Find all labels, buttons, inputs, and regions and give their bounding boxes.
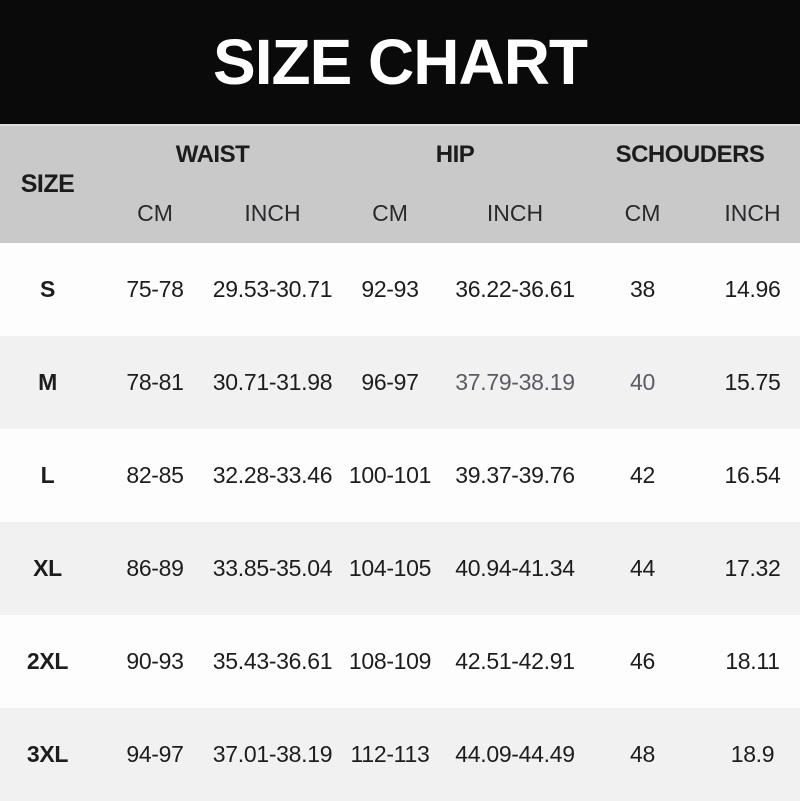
size-cell: 3XL [26,741,69,767]
value-cell: 16.54 [724,462,781,488]
size-cell: S [39,276,56,302]
value-cell: 90-93 [126,648,184,674]
value-cell: 112-113 [350,741,430,767]
subheader-schouders-cm: CM [624,200,661,226]
table-rows: S 75-78 29.53-30.71 92-93 36.22-36.61 38 14.96… [0,243,800,801]
value-cell: 14.96 [724,276,781,302]
value-cell: 108-109 [348,648,432,674]
value-cell: 40 [630,369,655,395]
subheader-waist-cm: CM [137,200,173,226]
value-cell: 37.79-38.19 [455,369,575,395]
value-cell: 18.9 [730,741,775,767]
value-cell: 37.01-38.19 [212,741,333,767]
subheader-hip-inch: INCH [486,200,544,226]
subheader-waist-inch: INCH [244,200,301,226]
value-cell: 36.22-36.61 [455,276,575,302]
value-cell: 46 [630,648,655,674]
value-cell: 44 [630,555,655,581]
value-cell: 15.75 [724,369,781,395]
value-cell: 39.37-39.76 [455,462,575,488]
subheader-schouders-inch: INCH [724,200,781,226]
value-cell: 44.09-44.49 [455,741,575,767]
subheader-hip-cm: CM [372,200,408,226]
value-cell: 78-81 [126,369,184,395]
value-cell: 94-97 [126,741,184,767]
value-cell: 30.71-31.98 [212,369,333,395]
table-row: M 78-81 30.71-31.98 96-97 37.79-38.19 40 15.75 [0,336,800,429]
value-cell: 100-101 [348,462,432,488]
value-cell: 38 [630,276,655,302]
size-cell: XL [33,555,62,581]
value-cell: 17.32 [724,555,781,581]
value-cell: 104-105 [348,555,432,581]
table-row: 3XL 94-97 37.01-38.19 112-113 44.09-44.49 48 1… [0,708,800,801]
value-cell: 40.94-41.34 [455,555,575,581]
value-cell: 33.85-35.04 [212,555,333,581]
title-bar: SIZE CHART [0,0,800,126]
value-cell: 42.51-42.91 [455,648,575,674]
size-cell: L [40,462,55,488]
value-cell: 86-89 [126,555,184,581]
value-cell: 32.28-33.46 [212,462,333,488]
value-cell: 48 [630,741,655,767]
size-cell: M [38,369,57,395]
table-header: SIZE WAIST HIP SCHOUDERS CM INCH CM INCH… [0,126,800,243]
value-cell: 42 [630,462,655,488]
column-header-size: SIZE [20,170,75,198]
page-title: SIZE CHART [213,26,588,98]
value-cell: 82-85 [126,462,184,488]
size-cell: 2XL [26,648,69,674]
value-cell: 75-78 [126,276,184,302]
table-row: XL 86-89 33.85-35.04 104-105 40.94-41.34 44 17… [0,522,800,615]
value-cell: 35.43-36.61 [212,648,333,674]
table-row: 2XL 90-93 35.43-36.61 108-109 42.51-42.91 46 1… [0,615,800,708]
table-row: L 82-85 32.28-33.46 100-101 39.37-39.76 42 16.… [0,429,800,522]
value-cell: 29.53-30.71 [212,276,333,302]
value-cell: 96-97 [361,369,419,395]
value-cell: 18.11 [725,648,780,674]
column-group-hip: HIP [435,141,475,168]
column-group-schouders: SCHOUDERS [615,141,765,168]
table-row: S 75-78 29.53-30.71 92-93 36.22-36.61 38 14.96 [0,243,800,336]
column-group-waist: WAIST [175,141,250,168]
value-cell: 92-93 [361,276,419,302]
